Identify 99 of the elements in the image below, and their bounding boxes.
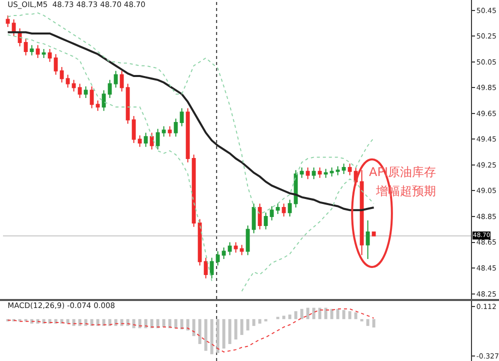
- bar: [306, 308, 310, 320]
- candlestick: [90, 86, 94, 109]
- bar: [210, 319, 214, 354]
- candlestick: [108, 79, 112, 98]
- bar: [186, 319, 190, 330]
- candlestick: [60, 66, 64, 83]
- candlestick: [306, 167, 310, 180]
- bar: [312, 308, 316, 320]
- candlestick: [252, 203, 256, 234]
- candlestick: [96, 100, 100, 112]
- candlestick: [246, 225, 250, 256]
- candlestick: [282, 203, 286, 218]
- bar: [66, 319, 70, 324]
- bar: [348, 311, 352, 320]
- bar: [180, 319, 184, 330]
- candlestick: [318, 167, 322, 178]
- candlestick: [126, 83, 130, 124]
- candlestick: [192, 154, 196, 228]
- candlestick: [138, 134, 142, 148]
- candlestick: [234, 242, 238, 254]
- bar: [120, 319, 124, 326]
- candlestick: [372, 231, 376, 236]
- candlestick: [348, 163, 352, 176]
- candlestick: [240, 244, 244, 256]
- bar: [372, 319, 376, 328]
- candlestick: [66, 74, 70, 88]
- bar: [330, 308, 334, 320]
- candlestick: [36, 44, 40, 58]
- candlestick: [288, 199, 292, 218]
- candlestick: [54, 54, 58, 76]
- bar: [108, 319, 112, 326]
- candlestick: [144, 132, 148, 148]
- candlestick: [24, 38, 28, 56]
- candlestick: [276, 203, 280, 214]
- candlestick: [102, 90, 106, 112]
- candlestick: [78, 83, 82, 98]
- candlestick: [336, 166, 340, 176]
- candlestick: [168, 126, 172, 138]
- candlestick: [156, 128, 160, 150]
- bar: [138, 319, 142, 328]
- bar: [240, 319, 244, 335]
- candlestick: [324, 168, 328, 178]
- candlestick: [222, 246, 226, 260]
- bar: [234, 319, 238, 340]
- bar: [222, 319, 226, 349]
- bar: [342, 310, 346, 320]
- bar: [318, 308, 322, 320]
- candlestick: [186, 108, 190, 163]
- bar: [354, 312, 358, 320]
- bar: [144, 319, 148, 328]
- candlestick: [210, 257, 214, 279]
- bar: [228, 319, 232, 344]
- candlestick: [120, 70, 124, 92]
- candlestick: [366, 220, 370, 260]
- candlestick: [258, 203, 262, 230]
- bar: [174, 319, 178, 328]
- bar: [336, 308, 340, 320]
- candlestick: [228, 242, 232, 256]
- candlestick: [330, 167, 334, 178]
- bar: [258, 319, 262, 324]
- candlestick: [84, 86, 88, 98]
- bar: [324, 308, 328, 320]
- bar: [78, 319, 82, 326]
- line-series: [7, 308, 374, 352]
- candlestick: [312, 167, 316, 180]
- candlestick: [72, 79, 76, 92]
- bar: [252, 319, 256, 326]
- candlestick: [180, 108, 184, 127]
- candlestick: [174, 118, 178, 138]
- candlestick: [30, 44, 34, 56]
- bar: [282, 316, 286, 320]
- candlestick: [204, 257, 208, 279]
- candlestick: [270, 206, 274, 221]
- bar: [96, 319, 100, 326]
- candlestick: [150, 132, 154, 150]
- bar: [288, 314, 292, 320]
- bar: [294, 311, 298, 320]
- candlestick: [42, 48, 46, 58]
- candlestick: [114, 70, 118, 88]
- bar: [198, 319, 202, 344]
- bar: [192, 319, 196, 336]
- bar: [162, 319, 166, 328]
- candlestick: [48, 48, 52, 62]
- candlestick: [132, 115, 136, 144]
- candlestick: [342, 163, 346, 174]
- bar: [204, 319, 208, 351]
- bar: [300, 308, 304, 320]
- bar: [366, 319, 370, 326]
- candlestick: [162, 126, 166, 138]
- bar: [84, 319, 88, 326]
- candlestick: [264, 212, 268, 230]
- bar: [102, 319, 106, 326]
- bar: [126, 319, 130, 326]
- candlestick: [6, 14, 10, 28]
- candlestick: [360, 170, 364, 256]
- candlestick: [300, 167, 304, 178]
- candlestick: [198, 218, 202, 266]
- bar: [246, 319, 250, 330]
- bar: [72, 319, 76, 326]
